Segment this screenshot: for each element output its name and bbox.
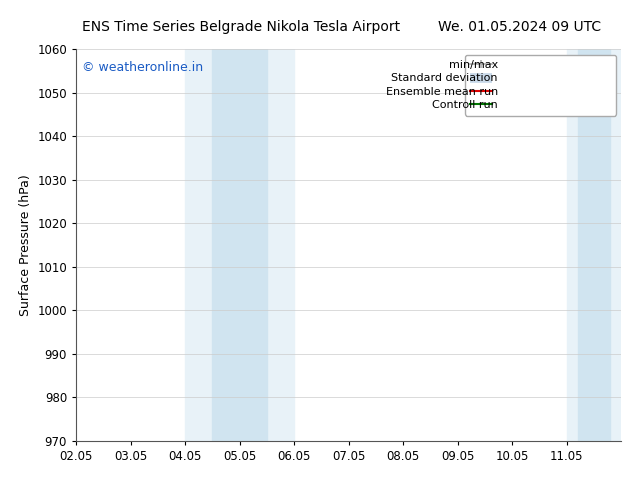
Legend: min/max, Standard deviation, Ensemble mean run, Controll run: min/max, Standard deviation, Ensemble me… bbox=[465, 54, 616, 116]
Text: © weatheronline.in: © weatheronline.in bbox=[82, 61, 203, 74]
Bar bbox=[578, 49, 611, 441]
Bar bbox=[185, 49, 294, 441]
Text: We. 01.05.2024 09 UTC: We. 01.05.2024 09 UTC bbox=[438, 20, 602, 34]
Bar bbox=[567, 49, 621, 441]
Bar bbox=[212, 49, 267, 441]
Text: ENS Time Series Belgrade Nikola Tesla Airport: ENS Time Series Belgrade Nikola Tesla Ai… bbox=[82, 20, 400, 34]
Y-axis label: Surface Pressure (hPa): Surface Pressure (hPa) bbox=[19, 174, 32, 316]
